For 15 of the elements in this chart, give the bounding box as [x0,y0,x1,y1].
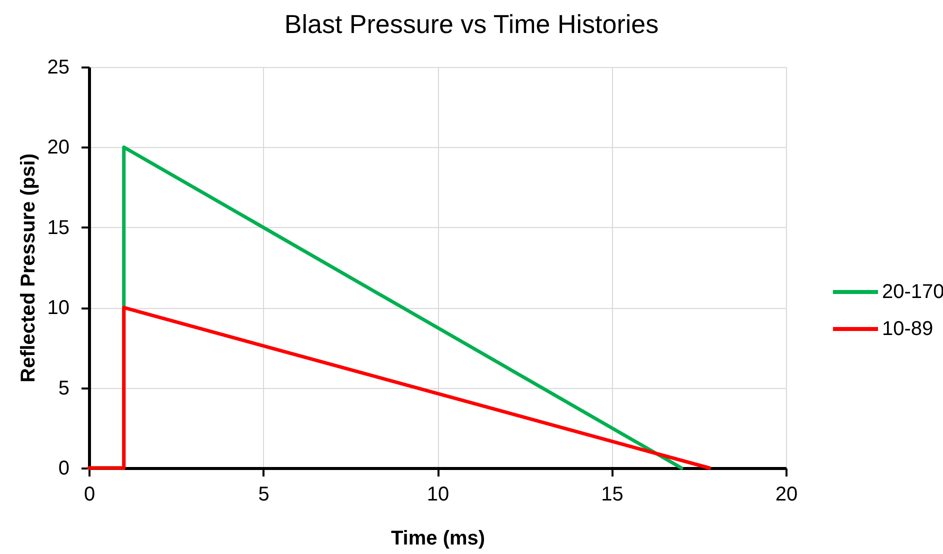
chart-title: Blast Pressure vs Time Histories [284,9,659,39]
y-tick-label: 0 [58,458,70,480]
y-tick-label: 10 [47,297,70,320]
y-tick-label: 15 [47,216,70,239]
y-tick-label: 5 [58,377,70,400]
x-tick-label: 20 [775,484,798,506]
x-axis-title: Time (ms) [390,528,486,550]
y-tick-label: 25 [47,56,70,78]
x-tick-label: 5 [258,484,270,506]
y-axis-title: Reflected Pressure (psi) [17,154,40,382]
x-tick-label: 10 [426,484,450,506]
y-tick-label: 20 [47,136,70,159]
x-tick-label: 15 [601,484,624,506]
x-tick-label: 0 [84,484,96,506]
legend-label: 10-89 [882,318,934,340]
